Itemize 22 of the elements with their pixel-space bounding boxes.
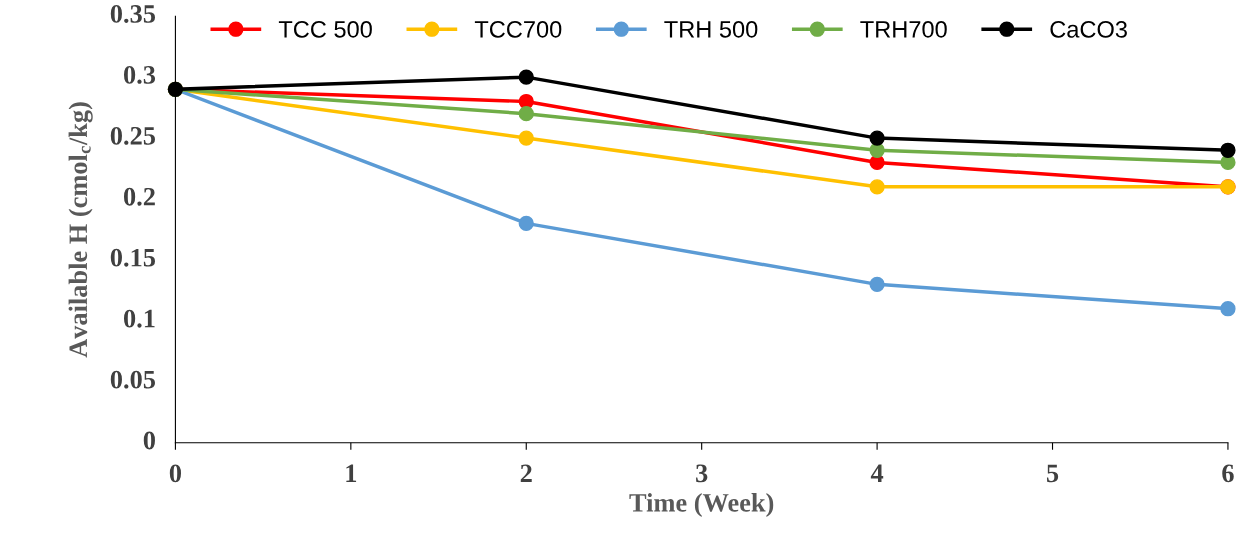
- x-axis-title: Time (Week): [629, 493, 774, 518]
- x-tick-label: 2: [520, 464, 532, 482]
- y-tick-label: 0.25: [110, 126, 156, 145]
- y-tick-label: 0.3: [124, 65, 156, 84]
- x-tick-label: 6: [1222, 464, 1234, 483]
- legend-label: TCC 500: [278, 21, 372, 38]
- legend-label: TRH 500: [664, 21, 758, 38]
- x-tick-label: 1: [346, 464, 357, 482]
- y-tick-label: 0.2: [124, 187, 155, 206]
- x-tick-label: 4: [870, 464, 884, 482]
- legend-label: CaCO3: [1050, 21, 1127, 38]
- y-tick-label: 0.05: [110, 370, 156, 389]
- y-tick-label: 0.35: [110, 5, 156, 23]
- y-axis-title: Available H (cmol$_{c}$/kg): [68, 102, 93, 358]
- y-tick-label: 0.1: [124, 309, 155, 328]
- legend-label: TCC700: [474, 21, 562, 38]
- y-tick-label: 0.15: [110, 248, 156, 267]
- x-tick-label: 3: [696, 464, 708, 483]
- legend-label: TRH700: [860, 21, 947, 38]
- y-tick-label: 0: [143, 431, 155, 450]
- x-tick-label: 0: [169, 464, 182, 483]
- x-tick-label: 5: [1046, 464, 1059, 483]
